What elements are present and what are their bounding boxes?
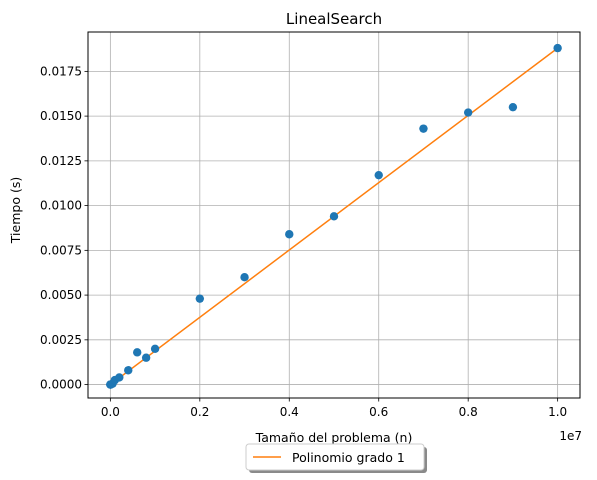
- data-point: [508, 102, 518, 112]
- y-tick-label: 0.0175: [40, 64, 82, 78]
- x-tick-label: 0.4: [280, 405, 299, 419]
- legend-box: [245, 443, 425, 471]
- data-point: [150, 344, 160, 353]
- data-point: [285, 230, 294, 239]
- data-point: [419, 124, 428, 133]
- data-point: [374, 170, 383, 180]
- data-point: [553, 43, 562, 53]
- legend: Polinomio grado 1: [245, 443, 427, 473]
- y-tick-label: 0.0100: [40, 199, 82, 213]
- y-axis-label: Tiempo (s): [8, 177, 23, 244]
- x-tick-label: 0.6: [369, 405, 388, 419]
- y-tick-label: 0.0050: [40, 288, 82, 302]
- x-tick-label: 1.0: [548, 405, 567, 419]
- data-point: [141, 353, 151, 362]
- chart-title: LinealSearch: [286, 10, 382, 28]
- ticks: 0.0 0.2 0.4 0.6 0.8 1.0 0.0000 0.0025 0.0050 0.00…: [40, 64, 567, 419]
- y-tick-label: 0.0000: [40, 378, 82, 392]
- data-point: [329, 212, 339, 221]
- data-point: [240, 272, 249, 282]
- data-point: [133, 348, 142, 357]
- scatter-layer: [106, 43, 562, 389]
- y-tick-label: 0.0150: [40, 109, 82, 123]
- x-tick-label: 0.0: [101, 405, 120, 419]
- x-tick-label: 0.2: [190, 405, 209, 419]
- plot-area-frame: [87, 31, 581, 399]
- x-axis-offset-text: 1e7: [559, 429, 582, 443]
- legend-label: Polinomio grado 1: [292, 450, 405, 465]
- y-tick-label: 0.0025: [40, 333, 82, 347]
- data-point: [463, 108, 473, 117]
- y-tick-label: 0.0075: [40, 243, 82, 257]
- data-point: [115, 373, 124, 382]
- data-point: [124, 366, 133, 375]
- y-tick-label: 0.0125: [40, 154, 82, 168]
- x-axis-label: Tamaño del problema (n): [255, 430, 413, 445]
- data-point: [195, 294, 205, 303]
- x-tick-label: 0.8: [459, 405, 478, 419]
